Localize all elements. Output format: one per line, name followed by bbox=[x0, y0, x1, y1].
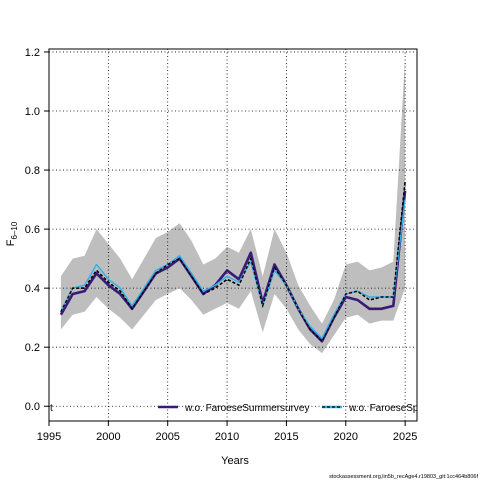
legend-label-0: t bbox=[50, 403, 53, 414]
y-tick-label: 0.6 bbox=[25, 224, 40, 236]
y-tick-label: 1.0 bbox=[25, 106, 40, 118]
y-tick-label: 1.2 bbox=[25, 47, 40, 59]
grid-layer bbox=[49, 49, 417, 421]
y-tick-label: 0.0 bbox=[25, 401, 40, 413]
x-tick-label: 2000 bbox=[96, 431, 120, 443]
y-axis-title: F6–10 bbox=[5, 221, 19, 246]
y-axis: 0.0 0.2 0.4 0.6 0.8 1.0 1.2 bbox=[25, 47, 49, 413]
series-line-3 bbox=[60, 199, 406, 339]
series-line-1-overlay bbox=[60, 181, 406, 343]
x-tick-label: 2025 bbox=[393, 431, 417, 443]
confidence-band bbox=[60, 57, 406, 354]
plot-frame bbox=[48, 48, 418, 422]
confidence-band-layer bbox=[60, 57, 406, 354]
y-axis-title-main: F bbox=[5, 239, 17, 246]
x-axis-title: Years bbox=[221, 455, 249, 467]
legend-label-1: w.o. FaroeseSummersurvey bbox=[184, 403, 310, 414]
x-axis: 1995 2000 2005 2010 2015 2020 2025 bbox=[37, 421, 417, 443]
series-line-2 bbox=[59, 190, 407, 343]
y-tick-label: 0.4 bbox=[25, 283, 40, 295]
x-tick-label: 2015 bbox=[274, 431, 298, 443]
y-axis-title-sub: 6–10 bbox=[10, 221, 19, 239]
x-tick-label: 2010 bbox=[215, 431, 239, 443]
y-tick-label: 0.8 bbox=[25, 165, 40, 177]
series-layer bbox=[59, 181, 407, 343]
legend-label-2: w.o. FaroeseSp bbox=[348, 403, 419, 414]
x-tick-label: 2020 bbox=[334, 431, 358, 443]
watermark: stockassessment.org,lin5b_recAge4.r19803… bbox=[329, 474, 478, 480]
legend: t w.o. FaroeseSummersurvey w.o. FaroeseSp bbox=[50, 403, 419, 414]
x-tick-label: 2005 bbox=[155, 431, 179, 443]
x-tick-label: 1995 bbox=[37, 431, 61, 443]
y-tick-label: 0.2 bbox=[25, 342, 40, 354]
